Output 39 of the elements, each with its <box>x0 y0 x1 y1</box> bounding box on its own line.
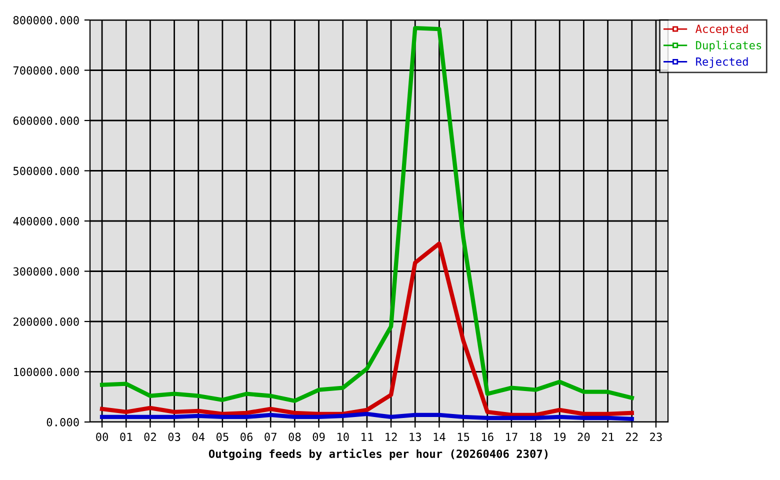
x-tick-label: 16 <box>482 432 494 442</box>
x-tick-label: 09 <box>312 432 325 442</box>
x-axis-title: Outgoing feeds by articles per hour (20260406 2307) <box>208 448 548 460</box>
y-tick-label: 500000.000 <box>13 166 79 176</box>
x-tick-label: 23 <box>650 432 662 442</box>
line-series <box>100 242 634 418</box>
x-tick-label: 14 <box>434 432 446 441</box>
y-tick-label: 200000.000 <box>14 318 79 326</box>
x-tick-label: 11 <box>362 432 373 441</box>
y-tick-label: 400000.000 <box>13 217 79 226</box>
x-tick-label: 17 <box>506 432 518 441</box>
x-tick-label: 01 <box>120 432 132 442</box>
y-tick-label: 600000.000 <box>13 116 79 125</box>
y-tick-label: 300000.000 <box>13 267 79 276</box>
x-tick-label: 20 <box>578 432 590 442</box>
y-tick-label: 800000.000 <box>13 16 79 24</box>
x-tick-label: 21 <box>602 432 614 441</box>
x-tick-label: 18 <box>530 432 542 442</box>
y-tick-label: 700000.000 <box>13 66 79 75</box>
y-tick-label: 0.000 <box>46 418 79 426</box>
legend-label: Duplicates <box>696 40 762 52</box>
x-tick-label: 04 <box>192 432 205 442</box>
x-tick-label: 02 <box>144 432 156 442</box>
legend-label: Accepted <box>696 24 748 36</box>
x-tick-label: 12 <box>386 432 397 441</box>
x-tick-label: 00 <box>96 432 108 442</box>
x-tick-label: 05 <box>216 432 228 442</box>
legend-label: Rejected <box>696 57 748 68</box>
x-tick-label: 22 <box>626 432 638 441</box>
x-tick-label: 13 <box>410 432 421 442</box>
x-tick-label: 07 <box>264 432 276 442</box>
x-tick-label: 03 <box>168 432 180 442</box>
y-tick-label: 100000.000 <box>14 368 79 376</box>
x-tick-label: 10 <box>338 432 349 442</box>
line-series <box>100 26 634 403</box>
x-tick-label: 08 <box>288 432 301 442</box>
x-tick-label: 06 <box>240 432 253 442</box>
x-tick-label: 15 <box>458 432 470 442</box>
x-tick-label: 19 <box>554 432 566 442</box>
